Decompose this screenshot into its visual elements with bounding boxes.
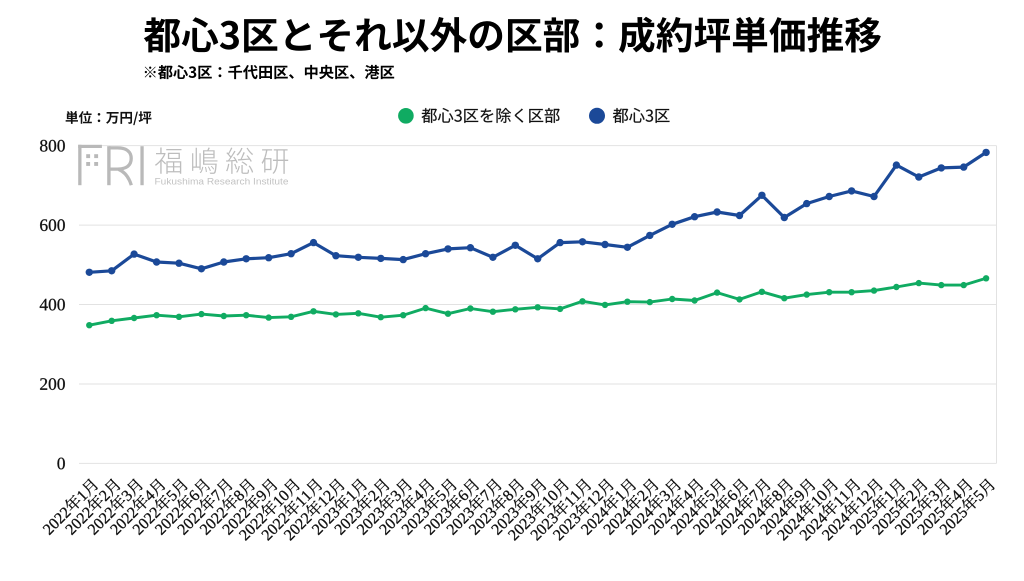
svg-text:Fukushima Research Institute: Fukushima Research Institute [155,177,289,187]
